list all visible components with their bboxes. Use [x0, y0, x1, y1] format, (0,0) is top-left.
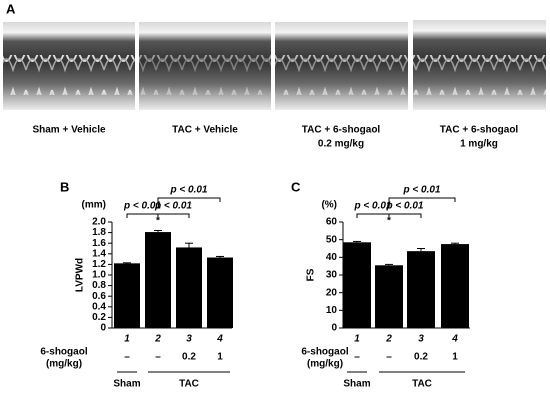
bar	[176, 247, 202, 328]
panel-label: B	[60, 179, 69, 194]
x-tick-label: 4	[216, 334, 223, 345]
y-tick-label: 10	[326, 305, 338, 316]
image-caption: Sham + Vehicle	[32, 125, 106, 136]
y-axis-label: LVPWd	[75, 258, 86, 292]
x-tick-label: 3	[186, 334, 192, 345]
y-tick-label: 1.0	[92, 270, 106, 281]
group-label: TAC	[412, 379, 432, 390]
image-caption: TAC + Vehicle	[172, 125, 238, 136]
dose-value: –	[124, 352, 130, 363]
significance-bracket	[388, 197, 456, 202]
bar	[145, 232, 171, 328]
bar	[441, 244, 469, 328]
dose-value: 0.2	[182, 352, 196, 363]
image-caption: TAC + 6-shogaol	[302, 125, 381, 136]
y-unit: (mm)	[82, 200, 106, 211]
y-tick-label: 40	[326, 252, 338, 263]
bar	[114, 263, 140, 328]
significance-bracket	[126, 213, 159, 218]
bar	[343, 242, 371, 328]
image-caption: TAC + 6-shogaol	[440, 125, 519, 136]
y-tick-label: 50	[326, 234, 338, 245]
x-tick-label: 1	[124, 334, 130, 345]
significance-label: p < 0.01	[123, 201, 161, 212]
group-label: Sham	[343, 379, 370, 390]
y-tick-label: 1.2	[92, 259, 106, 270]
y-axis-label: FS	[306, 268, 317, 281]
y-tick-label: 60	[326, 217, 338, 228]
significance-bracket	[157, 213, 190, 218]
echo-image	[139, 55, 271, 95]
dose-label: (mg/kg)	[307, 359, 343, 370]
y-tick-label: 1.6	[92, 238, 106, 249]
dose-label: 6-shogaol	[40, 347, 87, 358]
y-tick-label: 0.8	[92, 280, 106, 291]
echo-image	[413, 55, 546, 95]
bar	[407, 251, 435, 328]
bar	[207, 257, 233, 328]
y-tick-label: 0.2	[92, 312, 106, 323]
significance-marker: *	[156, 216, 160, 227]
image-caption: 0.2 mg/kg	[318, 139, 364, 150]
panel-label: A	[6, 1, 16, 16]
echo-image	[3, 55, 135, 95]
x-tick-label: 2	[154, 334, 161, 345]
bar	[375, 265, 403, 328]
dose-value: –	[386, 352, 392, 363]
significance-bracket	[388, 213, 422, 218]
significance-label: p < 0.01	[170, 185, 208, 196]
dose-label: 6-shogaol	[301, 347, 348, 358]
significance-bracket	[157, 197, 221, 202]
significance-marker: *	[387, 216, 391, 227]
x-tick-label: 1	[354, 334, 360, 345]
echo-image	[275, 55, 408, 95]
y-tick-label: 0.4	[92, 301, 106, 312]
y-tick-label: 20	[326, 287, 338, 298]
dose-label: (mg/kg)	[46, 359, 82, 370]
x-tick-label: 2	[385, 334, 392, 345]
significance-bracket	[356, 213, 390, 218]
dose-value: –	[354, 352, 360, 363]
x-tick-label: 4	[451, 334, 458, 345]
group-label: TAC	[179, 379, 199, 390]
y-unit: (%)	[321, 200, 337, 211]
y-tick-label: 2.0	[92, 217, 106, 228]
y-tick-label: 0	[100, 323, 106, 334]
significance-label: p < 0.01	[354, 201, 392, 212]
echo-images	[3, 20, 546, 110]
significance-label: p < 0.01	[154, 201, 192, 212]
y-tick-label: 30	[326, 270, 338, 281]
significance-label: p < 0.01	[403, 185, 441, 196]
group-label: Sham	[113, 379, 140, 390]
y-tick-label: 0	[331, 323, 337, 334]
y-tick-label: 1.8	[92, 227, 106, 238]
image-caption: 1 mg/kg	[460, 139, 498, 150]
x-tick-label: 3	[418, 334, 424, 345]
dose-value: 1	[217, 352, 223, 363]
y-tick-label: 1.4	[92, 248, 106, 259]
significance-label: p < 0.01	[386, 201, 424, 212]
dose-value: –	[155, 352, 161, 363]
dose-value: 1	[452, 352, 458, 363]
panel-label: C	[291, 179, 301, 194]
dose-value: 0.2	[414, 352, 428, 363]
y-tick-label: 0.6	[92, 291, 106, 302]
